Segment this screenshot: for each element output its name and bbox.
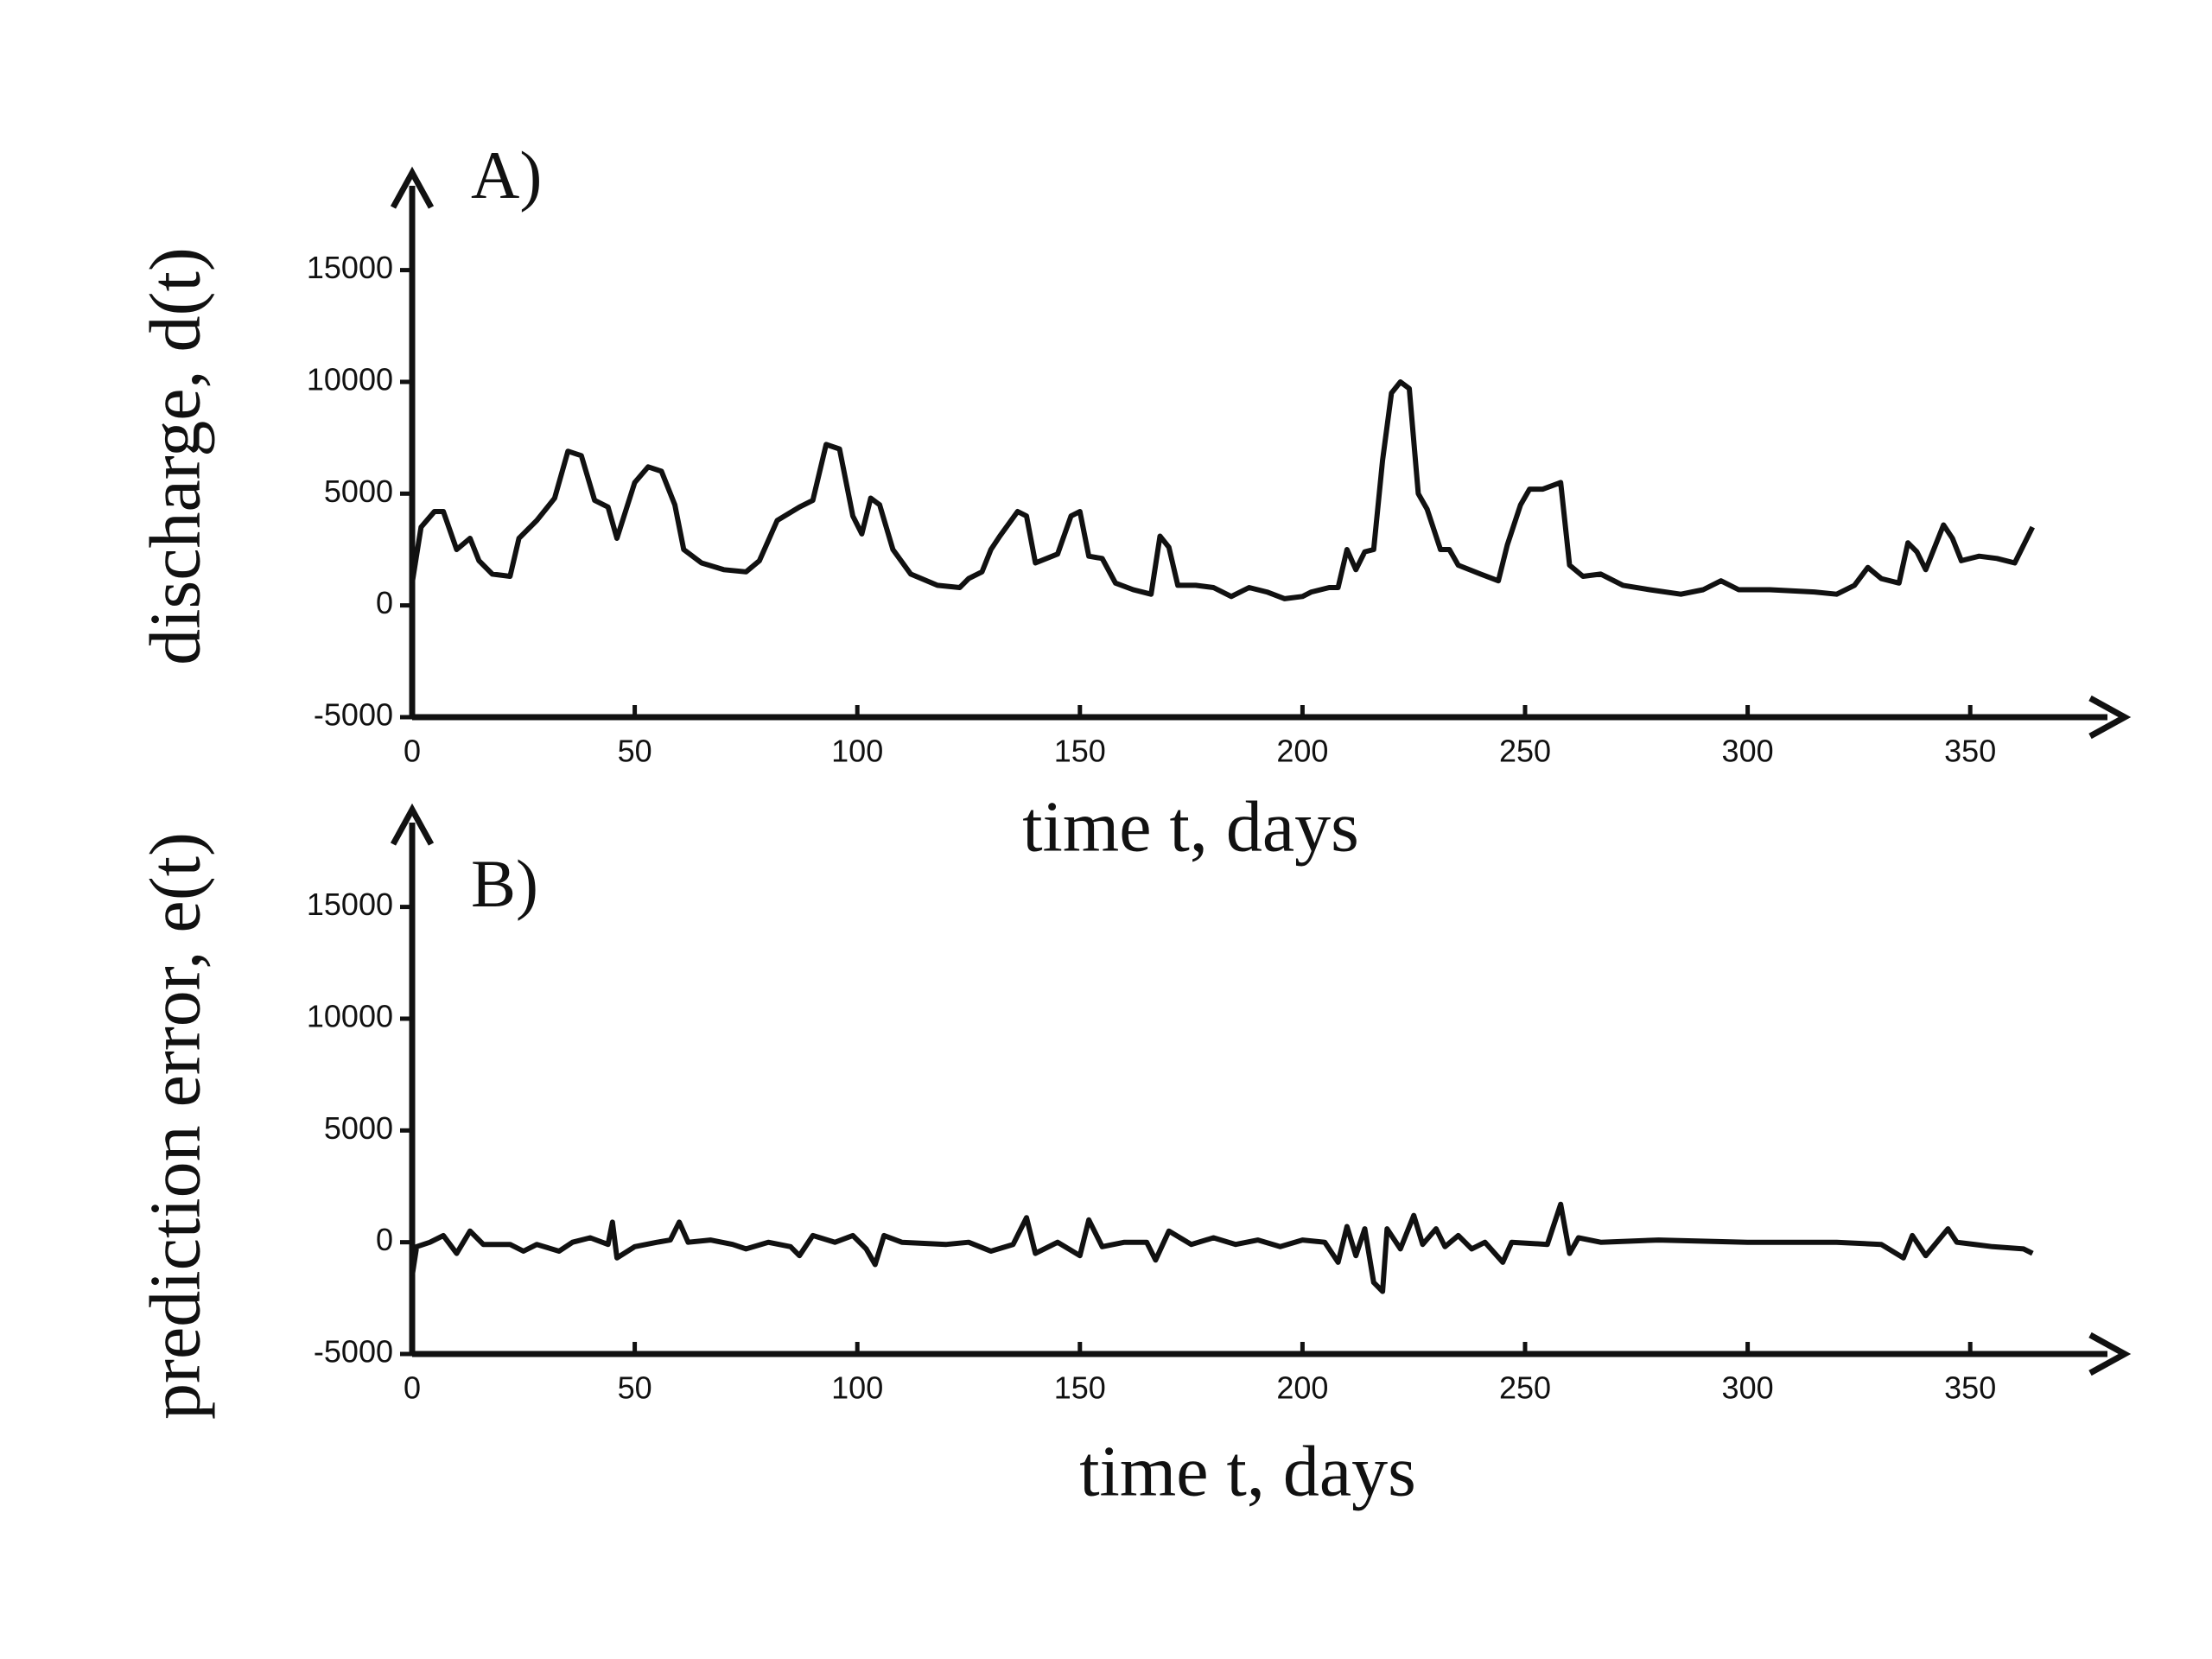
x-tick-label: 350 xyxy=(1944,1370,1996,1406)
x-tick-label: 150 xyxy=(1054,734,1106,769)
y-tick-label: 5000 xyxy=(324,1110,393,1146)
x-tick-label: 200 xyxy=(1276,734,1328,769)
x-axis-label: time t, days xyxy=(1079,1431,1416,1511)
y-tick-label: -5000 xyxy=(314,697,393,733)
y-tick-label: 15000 xyxy=(307,250,393,285)
x-tick-label: 50 xyxy=(618,1370,652,1406)
x-tick-label: 200 xyxy=(1276,1370,1328,1406)
y-axis-label: discharge, d(t) xyxy=(135,247,215,665)
x-tick-label: 0 xyxy=(404,734,421,769)
x-tick-label: 300 xyxy=(1722,734,1774,769)
y-arrow xyxy=(390,166,435,209)
x-tick-label: 350 xyxy=(1944,734,1996,769)
x-tick-label: 250 xyxy=(1499,1370,1551,1406)
y-tick-label: 15000 xyxy=(307,887,393,922)
y-arrow xyxy=(390,803,435,846)
x-axis-label: time t, days xyxy=(1022,786,1359,867)
panel-title: A) xyxy=(471,137,542,213)
x-tick-label: 100 xyxy=(831,1370,883,1406)
y-tick-label: -5000 xyxy=(314,1334,393,1370)
y-tick-label: 5000 xyxy=(324,474,393,509)
data-line xyxy=(410,379,2035,601)
x-tick-label: 150 xyxy=(1054,1370,1106,1406)
y-tick-label: 10000 xyxy=(307,998,393,1033)
x-tick-label: 100 xyxy=(831,734,883,769)
x-arrow xyxy=(2088,1332,2132,1376)
panel-title: B) xyxy=(471,846,538,921)
y-tick-label: 0 xyxy=(376,585,393,620)
y-tick-label: 10000 xyxy=(307,361,393,397)
y-axis-label: prediction error, e(t) xyxy=(135,832,215,1420)
x-arrow xyxy=(2088,695,2132,740)
y-tick-label: 0 xyxy=(376,1222,393,1257)
x-tick-label: 0 xyxy=(404,1370,421,1406)
x-tick-label: 50 xyxy=(618,734,652,769)
data-line xyxy=(410,1201,2034,1294)
x-tick-label: 250 xyxy=(1499,734,1551,769)
x-tick-label: 300 xyxy=(1722,1370,1774,1406)
